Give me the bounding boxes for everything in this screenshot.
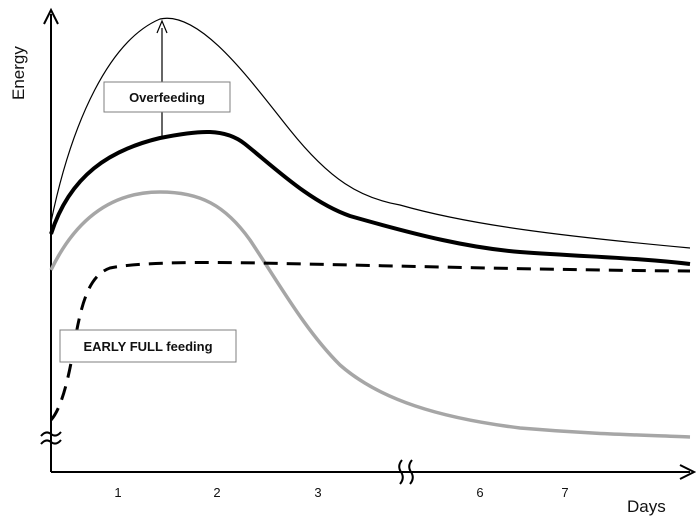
y-axis-arrowhead bbox=[43, 7, 59, 25]
y-axis-title: Energy bbox=[9, 46, 28, 100]
endogenous-energy-curve bbox=[49, 190, 691, 439]
y-axis-break bbox=[40, 431, 62, 445]
x-tick-label-6: 6 bbox=[476, 485, 483, 500]
x-axis-arrowhead bbox=[679, 464, 696, 480]
overfeeding-label: Overfeeding bbox=[129, 90, 205, 105]
overfeeding-label-box bbox=[103, 81, 231, 113]
overfeeding-arrowhead bbox=[156, 19, 168, 34]
x-tick-label-7: 7 bbox=[561, 485, 568, 500]
x-tick-label-3: 3 bbox=[314, 485, 321, 500]
target-energy-curve bbox=[49, 130, 691, 266]
x-tick-label-1: 1 bbox=[114, 485, 121, 500]
x-tick-label-2: 2 bbox=[213, 485, 220, 500]
early-full-feeding-label: EARLY FULL feeding bbox=[83, 339, 212, 354]
x-axis-break bbox=[398, 459, 414, 485]
overfeeding-curve bbox=[50, 17, 691, 249]
early-full-feeding-label-box bbox=[59, 329, 237, 363]
x-axis-title: Days bbox=[627, 497, 666, 516]
